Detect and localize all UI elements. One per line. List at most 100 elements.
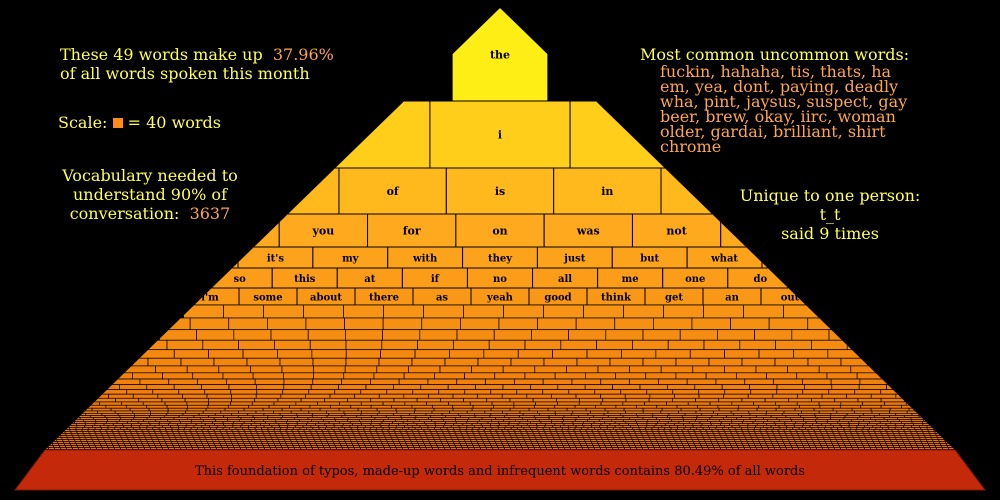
pyramid-word-label: but [640, 254, 659, 265]
pyramid-brick [131, 372, 163, 380]
pyramid-brick [635, 404, 658, 409]
pyramid-brick [854, 410, 873, 414]
pyramid-brick [277, 397, 302, 403]
pyramid-brick [201, 384, 230, 391]
pyramid-brick [373, 372, 405, 380]
pyramid-brick [675, 357, 710, 367]
pyramid-brick [218, 365, 251, 374]
pyramid-brick [243, 407, 264, 412]
pyramid-brick [173, 384, 202, 391]
pyramid-brick [233, 329, 272, 341]
pyramid-brick [828, 389, 856, 395]
pyramid-brick [472, 404, 494, 409]
pyramid-brick [594, 389, 622, 395]
pyramid-brick [463, 397, 488, 403]
pyramid-brick [345, 357, 380, 367]
pyramid-brick [178, 389, 206, 395]
pyramid-brick [310, 384, 339, 391]
pyramid-brick [748, 410, 767, 414]
pyramid-brick [656, 404, 678, 409]
pyramid-brick [691, 317, 731, 331]
pyramid-brick [110, 407, 131, 412]
pyramid-brick [428, 393, 454, 399]
pyramid-brick [600, 393, 626, 399]
pyramid-brick [694, 384, 723, 391]
pyramid-brick [268, 404, 290, 409]
pyramid-brick [543, 357, 578, 367]
pyramid-brick [730, 317, 770, 331]
pyramid-word-label: is [495, 185, 505, 198]
pyramid-brick [485, 378, 515, 385]
pyramid-brick [180, 357, 215, 367]
pyramid-brick [775, 339, 812, 351]
pyramid-brick [139, 378, 170, 385]
pyramid-brick [129, 407, 150, 412]
pyramid-brick [717, 404, 739, 409]
pyramid-word-label: good [544, 293, 571, 304]
pyramid-brick [493, 329, 532, 341]
pyramid-brick [579, 397, 604, 403]
pyramid-word-label: at [364, 274, 375, 285]
vocab-line2: understand 90% of [73, 185, 227, 204]
pyramid-brick [277, 349, 313, 359]
pyramid-brick [281, 407, 302, 412]
pyramid-word-label: as [436, 293, 448, 304]
pyramid-brick [753, 401, 776, 406]
pyramid-brick [411, 357, 446, 367]
summary-line2: of all words spoken this month [60, 64, 310, 83]
pyramid-brick [414, 407, 435, 412]
pyramid-brick [157, 393, 183, 399]
pyramid-brick [735, 372, 767, 380]
pyramid-foundation [14, 449, 986, 491]
pyramid-brick [208, 401, 231, 406]
scale-square-icon [112, 118, 123, 128]
pyramid-brick [687, 401, 711, 406]
pyramid-brick [238, 339, 275, 351]
pyramid-brick [571, 378, 602, 385]
scale-legend: Scale: = 40 words [58, 113, 221, 132]
pyramid-word-label: no [493, 274, 507, 285]
pyramid-brick [502, 384, 531, 391]
pyramid-brick [554, 372, 586, 380]
pyramid-brick [625, 410, 644, 414]
pyramid-brick [503, 304, 544, 319]
pyramid-brick [416, 397, 441, 403]
pyramid-brick [526, 393, 552, 399]
pyramid-brick [447, 384, 476, 391]
pyramid-brick [739, 339, 776, 351]
pyramid-brick [280, 393, 306, 399]
pyramid-brick [376, 365, 409, 374]
pyramid-brick [509, 397, 534, 403]
pyramid-brick [256, 384, 285, 391]
pyramid-brick [386, 389, 414, 395]
pyramid-brick [168, 378, 198, 385]
pyramid-brick [150, 410, 169, 414]
pyramid-brick [531, 329, 569, 341]
pyramid-brick [660, 410, 679, 414]
pyramid-brick [370, 378, 400, 385]
pyramid-brick [251, 401, 275, 406]
pyramid-brick [534, 365, 567, 374]
pyramid-word-label: if [431, 274, 440, 285]
pyramid-brick [309, 339, 347, 351]
pyramid-brick [758, 404, 780, 409]
pyramid-brick [605, 329, 644, 341]
pyramid-brick [411, 404, 433, 409]
pyramid-brick [607, 410, 626, 414]
pyramid-brick [836, 410, 855, 414]
pyramid-brick [666, 401, 689, 406]
pyramid-brick [846, 393, 872, 399]
uncommon-title: Most common uncommon words: [640, 45, 910, 64]
pyramid-brick [309, 404, 331, 409]
pyramid-brick [202, 339, 239, 351]
pyramid-word-label: this [294, 274, 316, 285]
pyramid-brick [708, 357, 743, 367]
pyramid-brick [187, 404, 209, 409]
pyramid-brick [622, 401, 646, 406]
pyramid-brick [840, 401, 864, 406]
pyramid-brick [282, 372, 314, 380]
pyramid-brick [671, 397, 696, 403]
pyramid-word-label: some [253, 293, 282, 304]
pyramid-brick [724, 349, 760, 359]
pyramid-brick [678, 410, 697, 414]
